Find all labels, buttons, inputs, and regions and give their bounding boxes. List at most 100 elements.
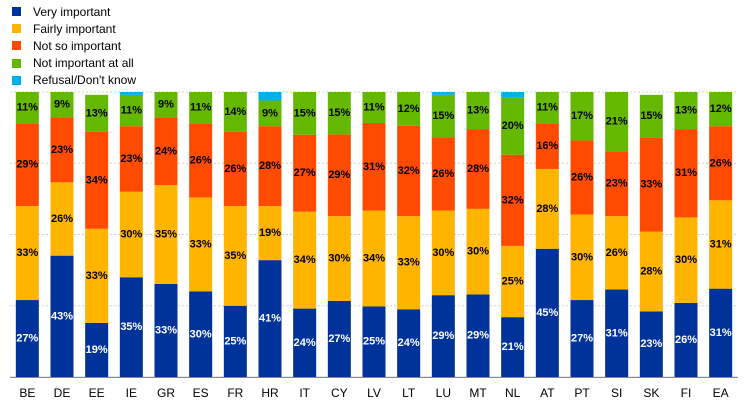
data-label-hr-very-important: 41%	[259, 313, 281, 325]
legend-label: Not so important	[33, 38, 122, 53]
bar-fi-not-so-important	[674, 129, 698, 218]
bar-ie-refusal-don-t-know	[119, 92, 143, 95]
data-label-lt-fairly-important: 33%	[398, 257, 420, 269]
bar-lv-not-important-at-all	[362, 92, 386, 124]
data-label-fi-fairly-important: 30%	[675, 254, 697, 266]
data-label-ie-fairly-important: 30%	[120, 229, 142, 241]
bar-es-not-important-at-all	[189, 92, 213, 124]
bar-de-very-important	[50, 255, 74, 377]
data-label-at-very-important: 45%	[536, 307, 558, 319]
bar-es-not-so-important	[189, 123, 213, 198]
tick-label-fi: FI	[681, 386, 692, 400]
bar-it-not-so-important	[293, 134, 317, 212]
legend-item-not-so-important: Not so important	[12, 37, 136, 54]
bar-it-very-important	[293, 308, 317, 377]
data-label-si-not-important-at-all: 21%	[606, 116, 628, 128]
data-label-nl-very-important: 21%	[502, 341, 524, 353]
bar-mt-not-so-important	[466, 129, 490, 209]
data-label-de-very-important: 43%	[51, 310, 73, 322]
data-label-de-not-important-at-all: 9%	[54, 99, 70, 111]
bar-sk-very-important	[639, 311, 663, 377]
bar-cy-very-important	[327, 300, 351, 377]
data-label-si-not-so-important: 23%	[606, 178, 628, 190]
bar-at-not-so-important	[535, 123, 559, 169]
bar-nl-not-important-at-all	[501, 97, 525, 155]
tick-label-es: ES	[193, 386, 209, 400]
tick-label-lu: LU	[436, 386, 451, 400]
data-label-gr-very-important: 33%	[155, 324, 177, 336]
bar-ea-not-important-at-all	[709, 92, 733, 127]
data-label-pt-not-important-at-all: 17%	[571, 110, 593, 122]
bar-pt-not-important-at-all	[570, 92, 594, 141]
data-label-fi-not-important-at-all: 13%	[675, 105, 697, 117]
bar-nl-not-so-important	[501, 154, 525, 246]
bar-ee-very-important	[85, 322, 109, 377]
bar-be-fairly-important	[15, 206, 39, 301]
tick-label-be: BE	[19, 386, 35, 400]
data-label-ee-fairly-important: 33%	[86, 270, 108, 282]
bar-si-not-so-important	[605, 151, 629, 217]
data-label-gr-not-important-at-all: 9%	[158, 99, 174, 111]
data-label-lv-very-important: 25%	[363, 336, 385, 348]
bar-sk-not-important-at-all	[639, 94, 663, 138]
data-label-lt-not-so-important: 32%	[398, 165, 420, 177]
bar-fr-very-important	[223, 305, 247, 377]
legend-swatch	[12, 75, 21, 85]
bar-fr-fairly-important	[223, 206, 247, 306]
data-label-be-not-important-at-all: 11%	[17, 102, 39, 114]
bar-es-very-important	[189, 291, 213, 377]
data-label-fi-not-so-important: 31%	[675, 167, 697, 179]
bar-it-not-important-at-all	[293, 92, 317, 135]
bar-ea-not-so-important	[709, 126, 733, 201]
bar-lt-very-important	[397, 309, 421, 377]
data-label-be-very-important: 27%	[16, 333, 38, 345]
bar-fr-not-important-at-all	[223, 92, 247, 132]
data-label-ea-not-important-at-all: 12%	[710, 103, 732, 115]
data-label-pt-fairly-important: 30%	[571, 251, 593, 263]
data-label-fr-not-so-important: 26%	[224, 163, 246, 175]
bar-hr-refusal-don-t-know	[258, 92, 282, 101]
bar-mt-very-important	[466, 294, 490, 377]
bar-sk-fairly-important	[639, 231, 663, 312]
tick-label-lt: LT	[402, 386, 416, 400]
tick-label-sk: SK	[643, 386, 659, 400]
data-label-fr-not-important-at-all: 14%	[224, 106, 246, 118]
data-label-ie-very-important: 35%	[120, 321, 142, 333]
data-label-mt-not-important-at-all: 13%	[467, 105, 489, 117]
bar-lu-not-so-important	[431, 137, 455, 211]
data-label-gr-fairly-important: 35%	[155, 229, 177, 241]
data-label-lv-fairly-important: 34%	[363, 252, 385, 264]
data-label-fr-very-important: 25%	[224, 335, 246, 347]
tick-label-at: AT	[540, 386, 555, 400]
tick-label-ie: IE	[126, 386, 137, 400]
data-label-pt-not-so-important: 26%	[571, 172, 593, 184]
data-label-nl-fairly-important: 25%	[502, 276, 524, 288]
bar-lu-refusal-don-t-know	[431, 92, 455, 95]
data-label-de-fairly-important: 26%	[51, 213, 73, 225]
bar-lv-not-so-important	[362, 123, 386, 211]
data-label-ea-fairly-important: 31%	[710, 238, 732, 250]
bar-si-very-important	[605, 289, 629, 377]
tick-label-gr: GR	[157, 386, 175, 400]
data-label-cy-not-important-at-all: 15%	[328, 107, 350, 119]
legend-item-very-important: Very important	[12, 3, 136, 20]
tick-label-hr: HR	[261, 386, 279, 400]
bar-si-not-important-at-all	[605, 92, 629, 152]
data-label-pt-very-important: 27%	[571, 333, 593, 345]
bar-at-very-important	[535, 248, 559, 377]
bar-fi-very-important	[674, 302, 698, 377]
x-axis-ticks: BE DE EE IE GR ES FR HR IT CY LV LT LU MT NL AT PT SI SK FI…	[19, 386, 728, 400]
bar-hr-very-important	[258, 260, 282, 377]
bar-hr-fairly-important	[258, 206, 282, 261]
data-label-it-not-important-at-all: 15%	[294, 107, 316, 119]
bar-lu-very-important	[431, 295, 455, 377]
bar-lt-not-important-at-all	[397, 92, 421, 126]
bar-gr-fairly-important	[154, 185, 178, 284]
bar-cy-fairly-important	[327, 216, 351, 301]
data-label-lv-not-important-at-all: 11%	[363, 102, 385, 114]
legend-label: Very important	[33, 4, 111, 19]
bar-ee-not-so-important	[85, 131, 109, 229]
data-label-ee-not-so-important: 34%	[86, 174, 108, 186]
legend-label: Refusal/Don't know	[33, 73, 137, 88]
